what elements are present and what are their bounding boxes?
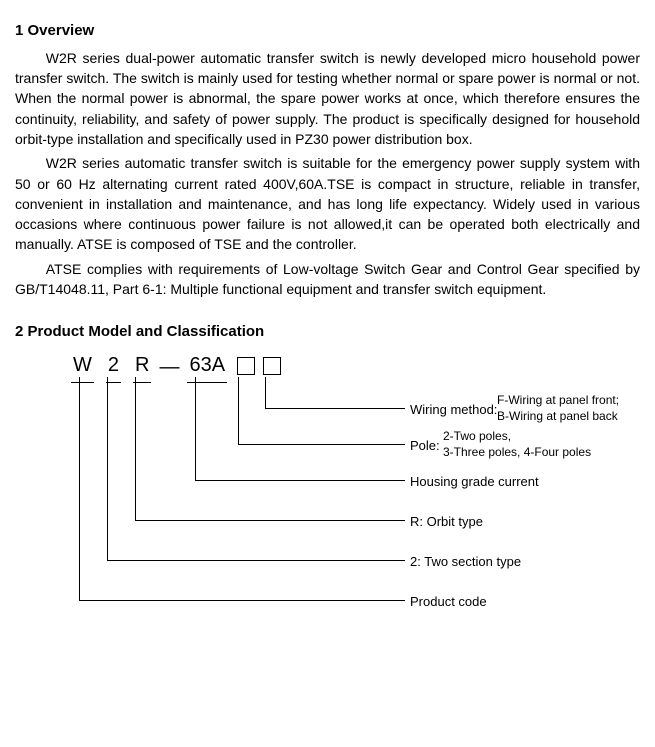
label-wiring-method: Wiring method: bbox=[410, 401, 497, 420]
overview-p1: W2R series dual-power automatic transfer… bbox=[15, 48, 640, 149]
label-r: R: Orbit type bbox=[410, 513, 483, 532]
label-pole: Pole: bbox=[410, 437, 440, 456]
box-pole bbox=[237, 357, 255, 375]
section1-heading: 1 Overview bbox=[15, 20, 640, 42]
label-housing: Housing grade current bbox=[410, 473, 539, 492]
model-diagram: W 2 R — 63A Wiring method: F-Wiring at p… bbox=[65, 351, 640, 611]
box-wiring bbox=[263, 357, 281, 375]
overview-p2: W2R series automatic transfer switch is … bbox=[15, 153, 640, 254]
label-product-code: Product code bbox=[410, 593, 487, 612]
label-pole-2: 3-Three poles, 4-Four poles bbox=[443, 445, 591, 461]
label-two: 2: Two section type bbox=[410, 553, 521, 572]
label-wiring-b: B-Wiring at panel back bbox=[497, 409, 619, 425]
label-pole-1: 2-Two poles, bbox=[443, 429, 591, 445]
section2-heading: 2 Product Model and Classification bbox=[15, 321, 640, 343]
overview-p3: ATSE complies with requirements of Low-v… bbox=[15, 259, 640, 300]
label-wiring-f: F-Wiring at panel front; bbox=[497, 393, 619, 409]
